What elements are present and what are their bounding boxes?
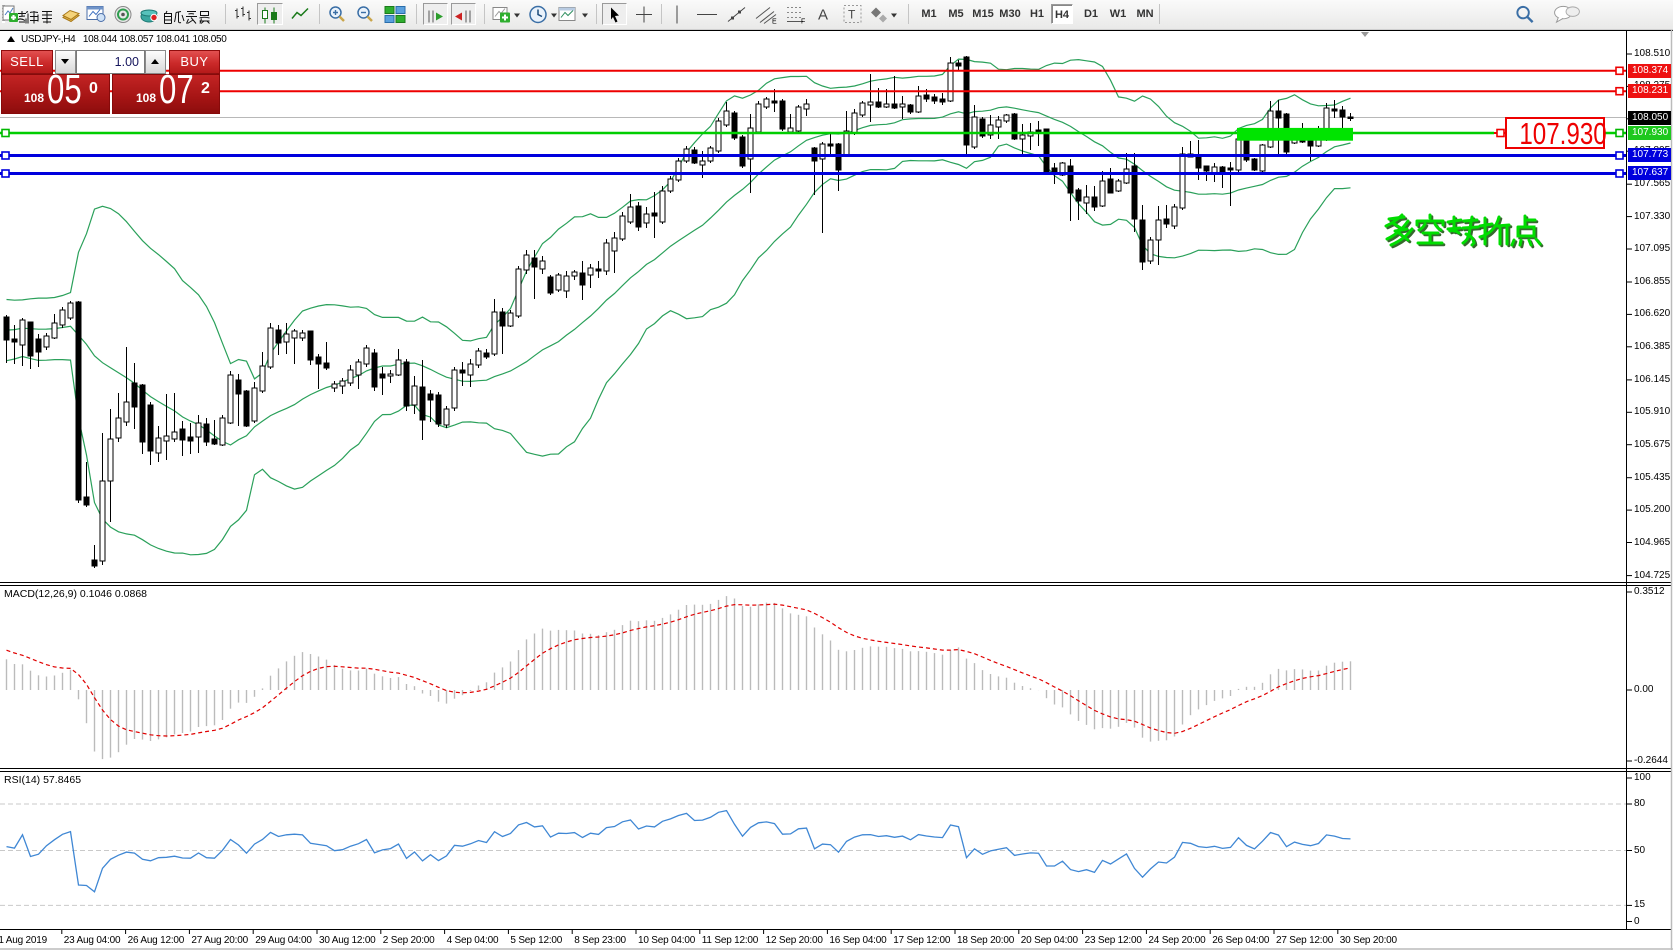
svg-text:E: E (772, 19, 777, 26)
svg-text:T: T (848, 8, 856, 22)
svg-text:F: F (801, 19, 805, 26)
svg-text:A: A (818, 7, 828, 24)
